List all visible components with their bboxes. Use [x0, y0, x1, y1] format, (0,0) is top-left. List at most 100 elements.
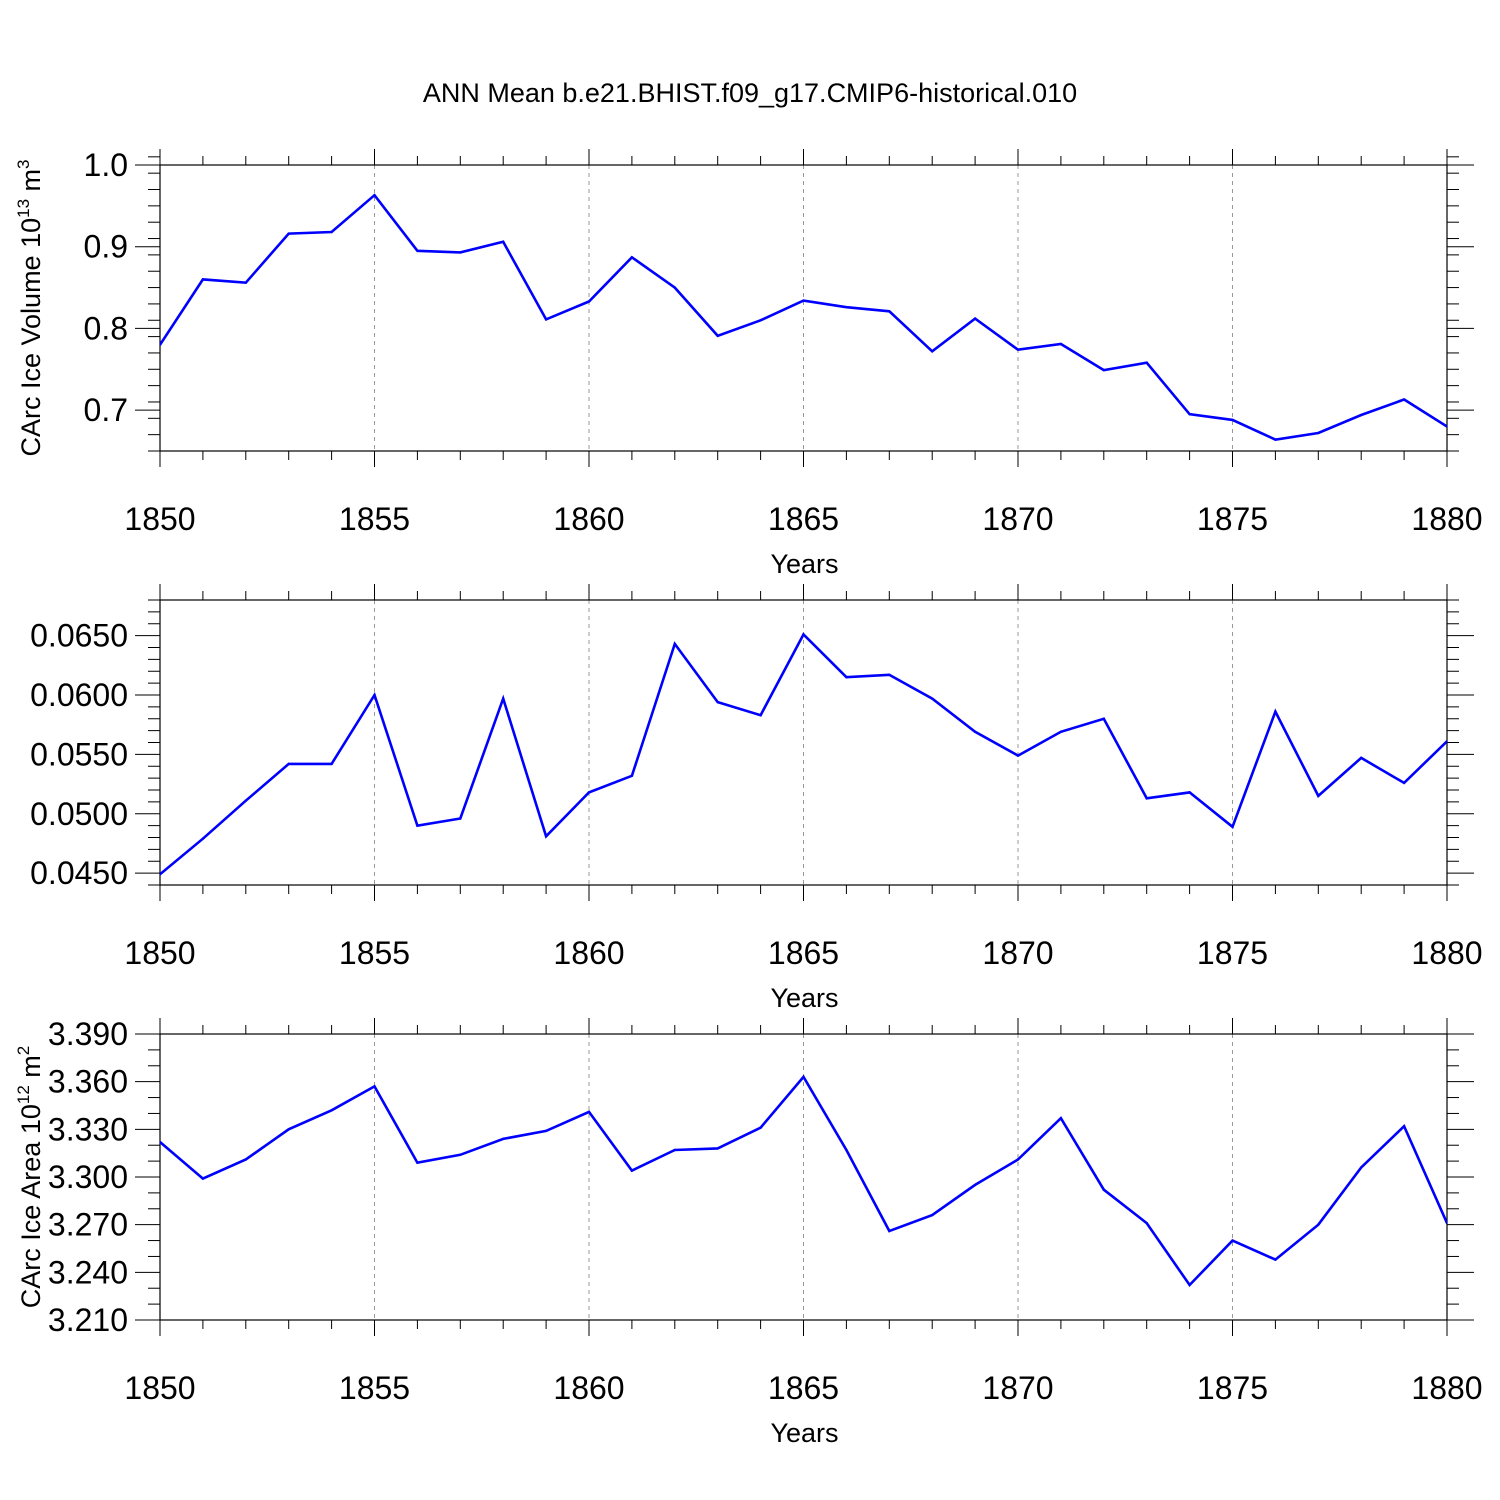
data-point: [759, 319, 762, 322]
data-point: [1145, 1221, 1148, 1225]
data-point: [201, 837, 205, 840]
x-tick-label: 1860: [553, 1370, 624, 1406]
data-point: [587, 1110, 591, 1114]
data-point: [201, 1177, 205, 1180]
y-tick-label: 3.330: [48, 1111, 128, 1147]
data-point: [673, 286, 676, 289]
x-tick-label: 1850: [124, 1370, 195, 1406]
data-point: [845, 305, 848, 309]
data-point: [1317, 1223, 1320, 1226]
data-point: [1231, 418, 1234, 422]
data-point: [1016, 348, 1020, 351]
data-point: [1445, 425, 1447, 428]
x-tick-label: 1865: [768, 501, 839, 537]
data-point: [931, 697, 934, 700]
data-point: [459, 1153, 462, 1156]
data-point: [1445, 740, 1447, 743]
y-axis-label-ylabel-unit: m: [16, 1055, 46, 1085]
data-point: [287, 1128, 290, 1131]
x-tick-label: 1870: [982, 1370, 1053, 1406]
chart-panel-2: 0.0450 0.0500 0.0550 0.0600 0.0650 1850 1855 18…: [30, 584, 1483, 1013]
y-axis-label-ylabel: CArc Ice Volume 10: [16, 218, 46, 457]
data-point: [759, 1126, 762, 1129]
x-tick-label: 1880: [1411, 935, 1482, 971]
data-point: [1188, 791, 1191, 794]
data-point: [1145, 361, 1148, 364]
data-point: [330, 1109, 333, 1112]
data-point: [544, 318, 548, 321]
data-point: [1188, 413, 1191, 416]
y-tick-label: 3.300: [48, 1159, 128, 1195]
data-point: [1059, 342, 1063, 346]
data-point: [201, 278, 205, 281]
data-point: [459, 251, 462, 254]
data-point: [244, 799, 247, 802]
data-point: [416, 824, 419, 827]
data-point: [888, 310, 891, 313]
x-tick-label: 1850: [124, 935, 195, 971]
y-tick-label: 0.0650: [30, 618, 128, 654]
data-point: [1188, 1283, 1191, 1287]
data-point: [1274, 710, 1277, 713]
y-tick-label: 0.0600: [30, 677, 128, 713]
y-tick-label: 3.360: [48, 1064, 128, 1100]
data-point: [1402, 1124, 1406, 1128]
data-point: [845, 675, 848, 679]
y-axis-label: CArc Ice Area 1012 m2: [14, 1046, 46, 1309]
data-point: [502, 1137, 505, 1141]
y-axis-label-ylabel-unit: m: [16, 169, 46, 199]
data-point: [630, 1169, 634, 1172]
figure-title: ANN Mean b.e21.BHIST.f09_g17.CMIP6-histo…: [423, 78, 1077, 108]
y-axis-label-ylabel: CArc Ice Area 10: [16, 1104, 46, 1308]
y-axis-label: CArc Ice Volume 1013 m3: [14, 159, 46, 456]
x-tick-label: 1865: [768, 935, 839, 971]
chart-panel-1: 0.7 0.8 0.9 1.0 1850 1855 1860 1865 1870 1875 1880…: [14, 147, 1483, 579]
data-point: [544, 835, 548, 838]
x-tick-label: 1855: [339, 1370, 410, 1406]
x-tick-label: 1880: [1411, 501, 1482, 537]
y-axis-label-ylabel-unit-sup: 3: [14, 159, 33, 168]
data-point: [1016, 754, 1020, 757]
data-point: [1360, 1166, 1363, 1169]
data-point: [759, 713, 762, 717]
panels: 0.7 0.8 0.9 1.0 1850 1855 1860 1865 1870 1875 1880…: [14, 147, 1483, 1448]
data-point: [888, 673, 891, 677]
x-axis-label: Years: [770, 1418, 838, 1448]
x-tick-label: 1855: [339, 935, 410, 971]
data-point: [630, 774, 634, 777]
data-point: [244, 281, 247, 284]
data-point: [931, 350, 934, 353]
y-tick-label: 0.0500: [30, 796, 128, 832]
y-axis-label-ylabel-unit-sup: 2: [14, 1046, 33, 1055]
data-point: [1360, 413, 1363, 417]
y-tick-label: 0.0450: [30, 855, 128, 891]
data-point: [459, 817, 462, 820]
data-point: [802, 1075, 805, 1079]
data-point: [1102, 368, 1106, 372]
x-axis-label: Years: [770, 983, 838, 1013]
x-tick-label: 1860: [553, 501, 624, 537]
y-tick-label: 3.210: [48, 1302, 128, 1338]
data-point: [160, 873, 162, 876]
data-point: [1317, 431, 1320, 435]
x-tick-label: 1860: [553, 935, 624, 971]
x-tick-label: 1870: [982, 501, 1053, 537]
data-point: [502, 697, 505, 700]
data-point: [1059, 730, 1063, 734]
data-point: [973, 730, 977, 734]
data-point: [244, 1158, 247, 1161]
y-tick-label: 3.240: [48, 1254, 128, 1290]
data-point: [931, 1213, 934, 1217]
data-point: [330, 230, 333, 234]
data-point: [673, 642, 676, 646]
data-point: [1360, 756, 1363, 760]
data-point: [587, 791, 591, 794]
x-tick-label: 1850: [124, 501, 195, 537]
data-point: [373, 1085, 376, 1088]
data-point: [373, 693, 376, 697]
x-tick-label: 1855: [339, 501, 410, 537]
data-point: [160, 343, 162, 346]
data-point: [1059, 1117, 1063, 1120]
x-tick-label: 1875: [1197, 501, 1268, 537]
